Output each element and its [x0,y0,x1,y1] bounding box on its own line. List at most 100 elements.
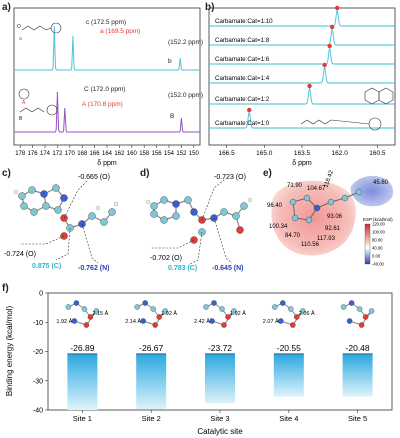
panel-label-c: c) [2,168,11,179]
esp-value-3: 118.42 [323,169,335,189]
panel-f-y-axis: 0 -10 -20 -30 -40 [33,291,48,415]
panel-label-f: f) [2,283,9,294]
peak-label-a: a (169.5 ppm) [100,28,140,35]
panel-f-xlabel: Catalytic site [197,427,243,436]
esp-legend: ESP (kcal/mol) -40.00 0.00 40.00 80.00 100.0… [363,217,393,267]
svg-text:B: B [19,116,23,122]
peak-label-b: (152.2 ppm) [168,39,203,46]
panel-f-ytick-label: 0 [39,291,43,298]
panel-a-xtick-label: 174 [40,151,51,157]
site-structure-atom [150,306,156,312]
site-structure-atom [219,306,225,312]
site-structure-atom [358,322,365,328]
bond-length-label: 2.15 Å [92,310,108,317]
panel-f-ylabel: Binding energy (kcal/mol) [5,306,14,397]
panel-a-xtick-label: 172 [52,151,63,157]
panel-f-xtick-label: Site 1 [73,414,92,423]
charge-label-c-o1: -0.665 (O) [78,174,110,181]
svg-text:A: A [22,100,26,106]
site-structure-atom [140,318,146,324]
svg-text:O: O [17,24,21,30]
titration-trace [209,47,395,65]
panel-a-top-molecule: a O [17,22,62,42]
peak-letter-B: B [170,113,174,120]
site-structure-atom [225,314,231,320]
titration-ratio-label: Carbamate:Cat=1:4 [215,75,270,82]
site-structure-atom [348,300,355,306]
titration-ratio-label: Carbamate:Cat=1:2 [215,96,270,103]
titration-ratio-label: Carbamate:Cat=1:6 [215,56,270,63]
peak-letter-b: b [168,58,172,65]
panel-a-top-spectrum [14,25,200,71]
panel-a-xtick-label: 152 [176,151,187,157]
panel-b-xtick-label: 160.5 [369,150,386,157]
bond-length-label: 1.92 Å [56,318,72,325]
site-structure-atom [87,314,94,320]
panel-c-molecule [13,184,119,240]
site-structure-atom [81,306,88,312]
panel-a-xtick-label: 170 [65,151,76,157]
site-structure-atom [362,314,369,320]
esp-legend-tick: 40.00 [372,246,383,251]
panel-f-bars: -26.89 -26.67 -23.72 -20.55 -20.48 [67,343,373,410]
panel-f-ytick-label: -30 [33,378,43,385]
titration-peak-marker [329,24,335,30]
titration-trace [209,66,395,84]
esp-legend-tick: 120.00 [372,222,385,227]
panel-f-ytick-label: -20 [33,349,43,356]
esp-value-11: 117.93 [317,236,336,242]
panel-a-xtick-label: 162 [114,151,125,157]
site-structure-atom [221,322,227,328]
site-structure-atom [152,322,158,328]
esp-value-7: 100.34 [269,224,288,230]
site-structure-atom [71,318,78,324]
esp-value-2: 104.67 [307,186,326,192]
site-structure-atom [280,300,286,306]
panel-f-ytick-label: -40 [33,408,43,415]
charge-label-d-nitrogen: -0.645 (N) [212,265,244,272]
bond-length-label: 1.92 Å [230,310,246,317]
site-structure-atom [203,304,209,310]
panel-label-e: e) [263,168,272,179]
site-structure-atom [278,318,284,324]
panel-f-xtick-label: Site 4 [279,414,298,423]
titration-peak-marker [247,107,252,113]
panel-a-xtick-label: 158 [139,151,150,157]
panel-a-xtick-label: 164 [102,151,113,157]
panel-a-xtick-label: 166 [90,151,101,157]
panel-f-xtick-label: Site 2 [142,414,161,423]
esp-legend-tick: 100.00 [372,230,385,235]
bar-value-label: -26.89 [70,343,94,353]
titration-peak-marker [334,5,340,11]
titration-ratio-label: Carbamate:Cat=1:8 [215,37,270,44]
panel-b-traces: Carbamate:Cat=1:10 Carbamate:Cat=1:8 Carba… [209,5,395,129]
site-structure-atom [290,322,296,328]
panel-a-xtick-label: 150 [189,151,200,157]
panel-b-xlabel: δ ppm [292,160,312,167]
peak-label-C: C (172.0 ppm) [84,86,126,93]
site-structure-atom [231,308,237,314]
panel-a-xtick-label: 156 [152,151,163,157]
panel-f-ytick-label: -10 [33,320,43,327]
panel-b-titration-spectra: Carbamate:Cat=1:10 Carbamate:Cat=1:8 Carba… [208,5,396,167]
panel-f-x-axis: Site 1 Site 2 Site 3 Site 4 Site 5 [73,410,367,423]
site-structure-atom [209,318,215,324]
site-structure-atom [356,306,363,312]
charge-label-c-nitrogen: -0.762 (N) [78,265,110,272]
site-structure-atom [156,314,162,320]
bar [205,353,235,404]
site-structure-atom [83,322,90,328]
titration-ratio-label: Carbamate:Cat=1:0 [215,120,270,127]
site-structure-atom [142,300,148,306]
panel-d-charge-structure: -0.723 (O) -0.702 (O) 0.783 (C) -0.645 (… [145,174,253,272]
panel-e-esp-map: 71.90 104.67 118.42 45.60 96.40 93.06 10… [267,169,393,267]
titration-trace [209,27,395,46]
bar-value-label: -26.67 [139,343,163,353]
panel-f-xtick-label: Site 5 [348,414,367,423]
esp-legend-tick: -40.00 [372,262,385,267]
svg-text:a: a [19,36,22,42]
panel-d-molecule [145,196,253,244]
bond-length-label: 2.14 Å [125,318,141,325]
site-structure-atom [368,308,375,314]
titration-peak-marker [322,62,327,68]
